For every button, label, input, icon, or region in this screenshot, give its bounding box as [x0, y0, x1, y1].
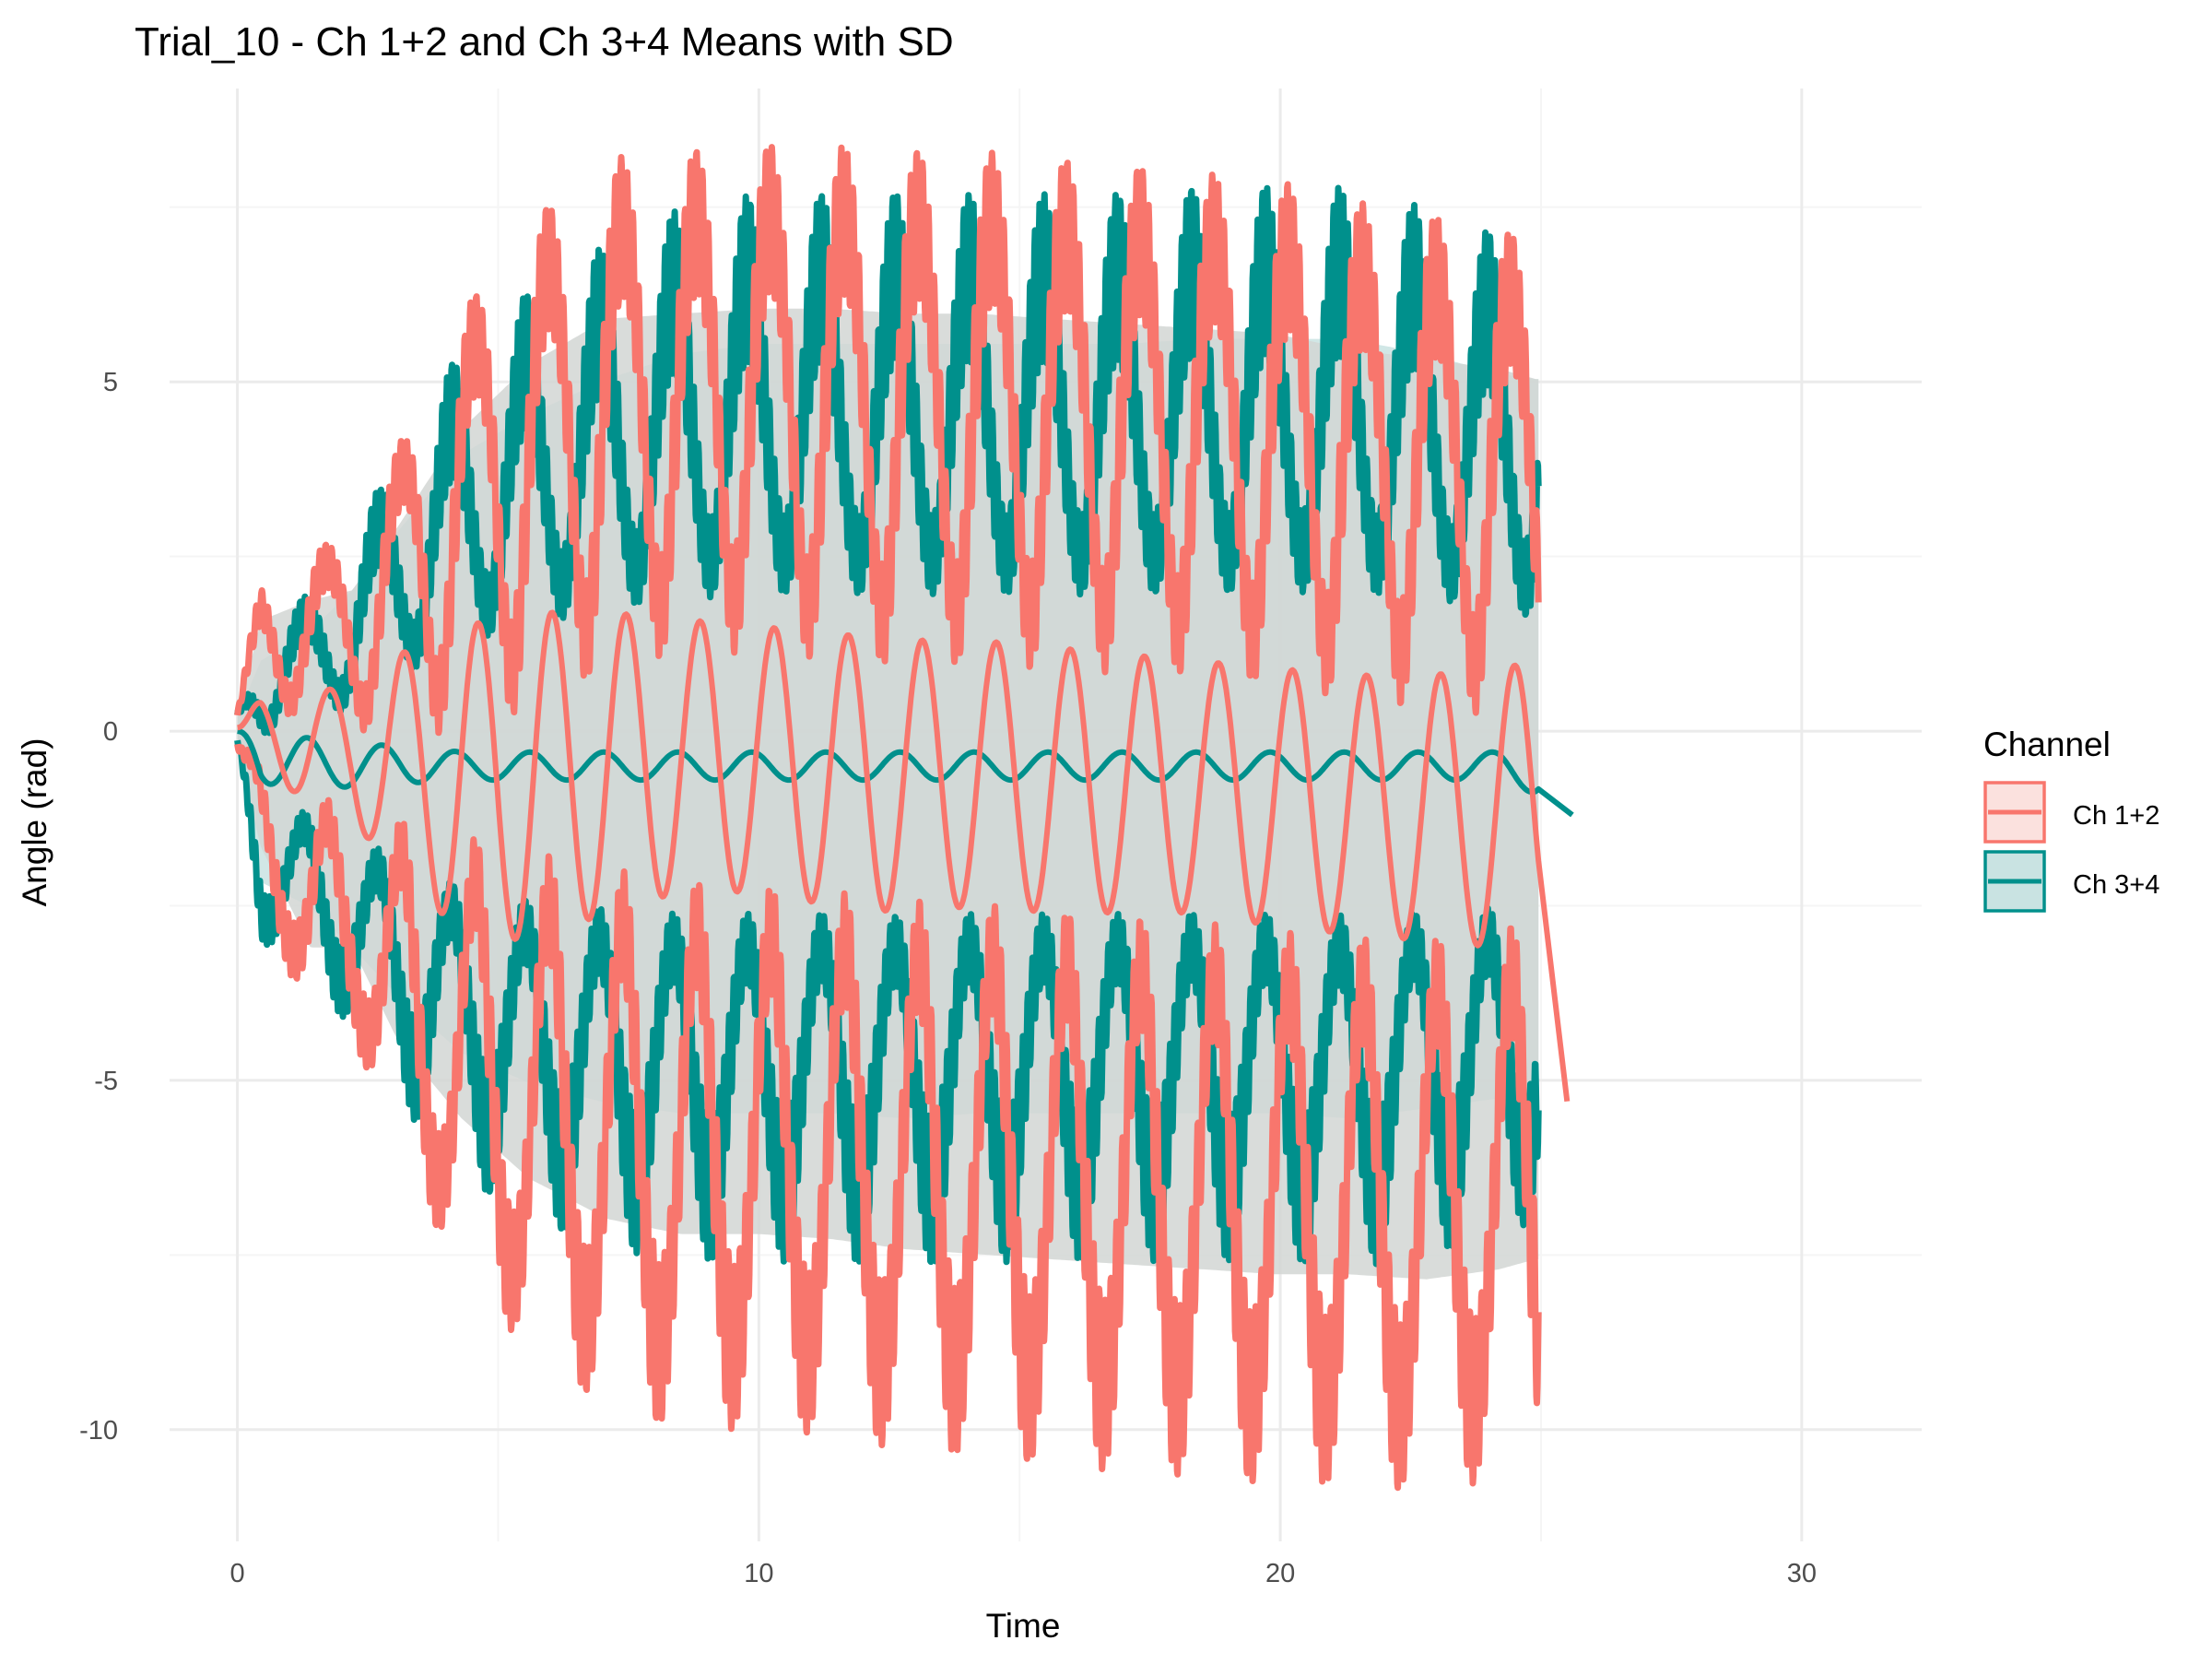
- x-tick-label: 30: [1787, 1559, 1817, 1588]
- y-tick-label: 5: [103, 368, 118, 397]
- x-tick-label: 10: [744, 1559, 773, 1588]
- y-tick-label: -5: [94, 1067, 118, 1096]
- x-tick-label: 0: [229, 1559, 244, 1588]
- x-tick-label: 20: [1265, 1559, 1295, 1588]
- legend-title: Channel: [1983, 726, 2111, 763]
- y-tick-label: 0: [103, 717, 118, 747]
- chart-title: Trial_10 - Ch 1+2 and Ch 3+4 Means with …: [135, 19, 954, 65]
- y-tick-label: -10: [79, 1416, 118, 1446]
- legend-label-ch12: Ch 1+2: [2073, 801, 2159, 831]
- x-axis-label: Time: [986, 1607, 1061, 1645]
- y-axis-label: Angle (rad): [16, 738, 53, 906]
- legend-label-ch34: Ch 3+4: [2073, 870, 2159, 900]
